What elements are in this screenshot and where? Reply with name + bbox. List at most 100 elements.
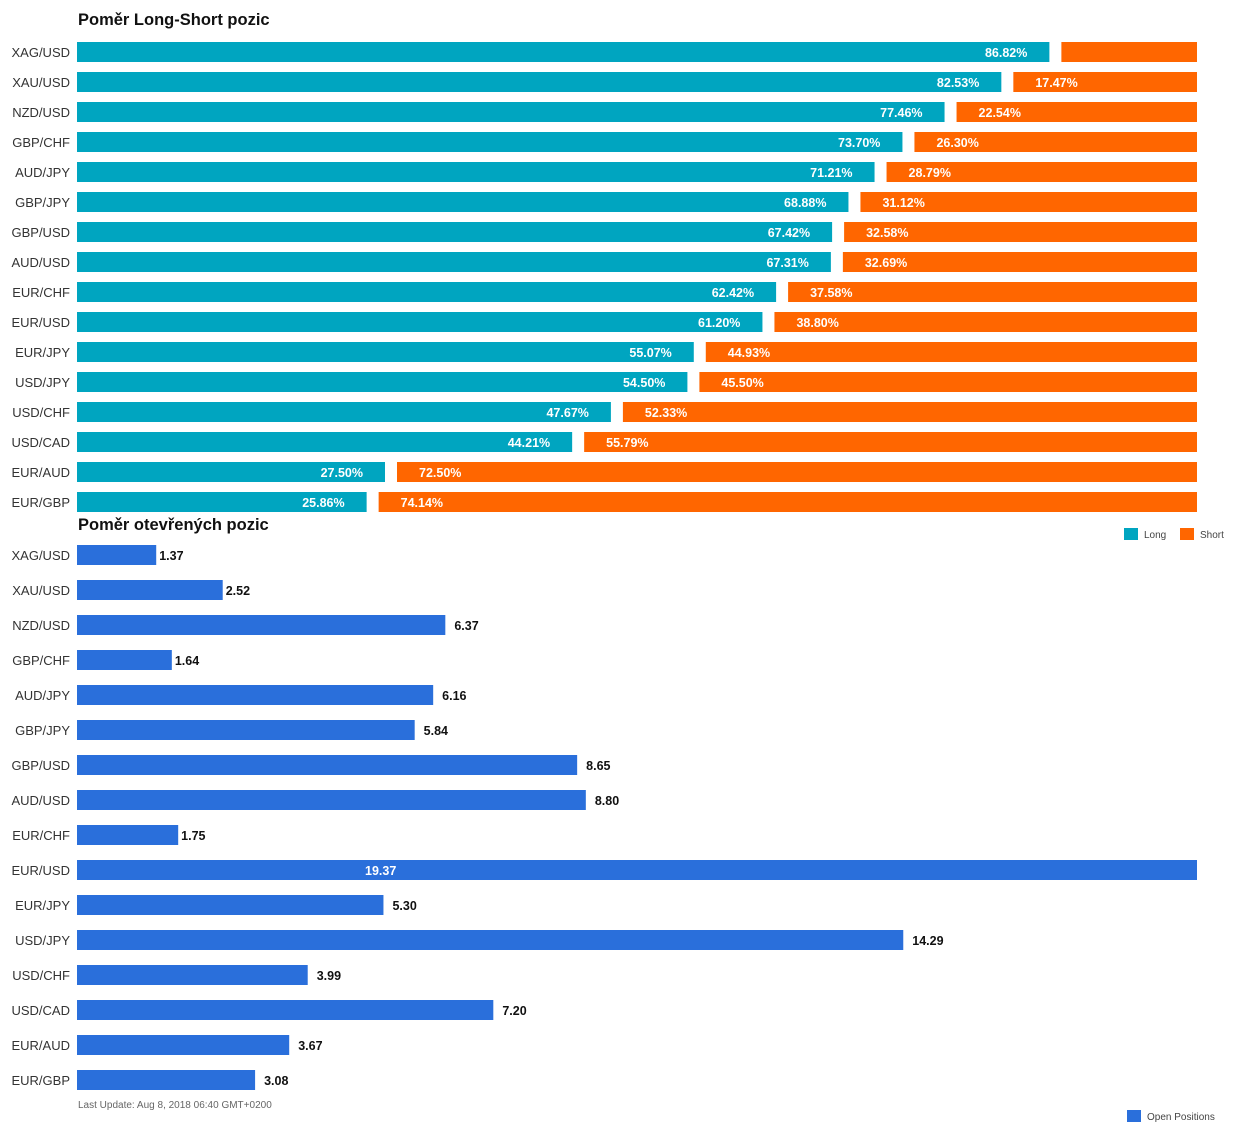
- open-positions-value-label: 6.16: [442, 689, 466, 703]
- long-value-label: 67.31%: [766, 256, 808, 270]
- category-label: GBP/USD: [11, 225, 70, 240]
- long-value-label: 86.82%: [985, 46, 1027, 60]
- short-bar: [956, 102, 1197, 122]
- category-label: EUR/JPY: [15, 898, 70, 913]
- open-positions-bar: [77, 615, 446, 635]
- category-label: EUR/AUD: [11, 1038, 70, 1053]
- long-bar: [77, 132, 903, 152]
- long-bar: [77, 192, 849, 212]
- long-bar: [77, 342, 694, 362]
- short-bar: [914, 132, 1197, 152]
- open-positions-value-label: 1.64: [175, 654, 199, 668]
- open-positions-bar: [77, 720, 415, 740]
- short-bar: [1013, 72, 1197, 92]
- category-label: USD/CHF: [12, 405, 70, 420]
- open-positions-value-label: 2.52: [226, 584, 250, 598]
- long-bar: [77, 432, 573, 452]
- category-label: GBP/JPY: [15, 723, 70, 738]
- last-update-note: Last Update: Aug 8, 2018 06:40 GMT+0200: [78, 1100, 272, 1111]
- category-label: USD/CAD: [11, 435, 70, 450]
- open-positions-bar: [77, 1000, 494, 1020]
- open-positions-bar: [77, 790, 586, 810]
- open-positions-chart: XAG/USD 1.37 XAU/USD 2.52 NZD/USD 6.37 GBP/CHF…: [11, 545, 1197, 1090]
- short-legend-label: Short: [1200, 530, 1224, 541]
- category-label: USD/CAD: [11, 1003, 70, 1018]
- short-legend-swatch: [1180, 528, 1194, 540]
- open-positions-bar: [77, 965, 308, 985]
- short-bar: [842, 252, 1197, 272]
- open-positions-bar: [77, 860, 1197, 880]
- long-value-label: 25.86%: [302, 496, 344, 510]
- long-value-label: 68.88%: [784, 196, 826, 210]
- long-bar: [77, 72, 1002, 92]
- open-positions-value-label: 7.20: [502, 1004, 526, 1018]
- long-bar: [77, 222, 833, 242]
- category-label: XAG/USD: [11, 45, 70, 60]
- long-short-chart-title: Poměr Long-Short pozic: [78, 11, 270, 29]
- short-bar: [397, 462, 1197, 482]
- category-label: EUR/CHF: [12, 285, 70, 300]
- short-value-label: 37.58%: [810, 286, 852, 300]
- short-bar: [699, 372, 1197, 392]
- long-value-label: 47.67%: [546, 406, 588, 420]
- long-bar: [77, 102, 945, 122]
- category-label: EUR/USD: [11, 863, 70, 878]
- category-label: GBP/CHF: [12, 135, 70, 150]
- category-label: EUR/GBP: [11, 1073, 70, 1088]
- short-value-label: 17.47%: [1035, 76, 1077, 90]
- category-label: GBP/JPY: [15, 195, 70, 210]
- open-positions-value-label: 5.84: [424, 724, 448, 738]
- open-positions-chart-title: Poměr otevřených pozic: [78, 516, 269, 534]
- short-bar: [705, 342, 1197, 362]
- long-value-label: 55.07%: [629, 346, 671, 360]
- short-value-label: 74.14%: [401, 496, 443, 510]
- long-value-label: 67.42%: [768, 226, 810, 240]
- long-value-label: 82.53%: [937, 76, 979, 90]
- short-bar: [774, 312, 1197, 332]
- long-bar: [77, 42, 1050, 62]
- short-bar: [378, 492, 1198, 512]
- short-bar: [584, 432, 1197, 452]
- open-positions-bar: [77, 755, 578, 775]
- short-bar: [1061, 42, 1197, 62]
- short-value-label: 32.58%: [866, 226, 908, 240]
- short-value-label: 38.80%: [796, 316, 838, 330]
- legends: Long Short Open Positions: [1124, 528, 1224, 1123]
- open-positions-value-label: 3.99: [317, 969, 341, 983]
- open-positions-value-label: 1.75: [181, 829, 205, 843]
- long-value-label: 62.42%: [712, 286, 754, 300]
- short-value-label: 52.33%: [645, 406, 687, 420]
- open-positions-bar: [77, 1035, 290, 1055]
- long-value-label: 73.70%: [838, 136, 880, 150]
- long-value-label: 44.21%: [508, 436, 550, 450]
- open-positions-value-label: 3.67: [298, 1039, 322, 1053]
- long-bar: [77, 162, 875, 182]
- short-value-label: 45.50%: [721, 376, 763, 390]
- open-positions-value-label: 8.80: [595, 794, 619, 808]
- short-value-label: 28.79%: [909, 166, 951, 180]
- open-positions-value-label: 1.37: [159, 549, 183, 563]
- short-bar: [844, 222, 1197, 242]
- open-positions-bar: [77, 930, 904, 950]
- long-value-label: 61.20%: [698, 316, 740, 330]
- category-label: EUR/CHF: [12, 828, 70, 843]
- short-value-label: 72.50%: [419, 466, 461, 480]
- short-bar: [886, 162, 1197, 182]
- long-legend-swatch: [1124, 528, 1138, 540]
- long-bar: [77, 312, 763, 332]
- long-value-label: 71.21%: [810, 166, 852, 180]
- long-bar: [77, 372, 688, 392]
- long-bar: [77, 282, 777, 302]
- open-positions-bar: [77, 685, 434, 705]
- long-value-label: 54.50%: [623, 376, 665, 390]
- short-value-label: 22.54%: [979, 106, 1021, 120]
- category-label: NZD/USD: [12, 105, 70, 120]
- category-label: EUR/JPY: [15, 345, 70, 360]
- category-label: USD/JPY: [15, 375, 70, 390]
- long-value-label: 77.46%: [880, 106, 922, 120]
- short-value-label: 44.93%: [728, 346, 770, 360]
- open-positions-value-label: 8.65: [586, 759, 610, 773]
- category-label: USD/CHF: [12, 968, 70, 983]
- short-value-label: 32.69%: [865, 256, 907, 270]
